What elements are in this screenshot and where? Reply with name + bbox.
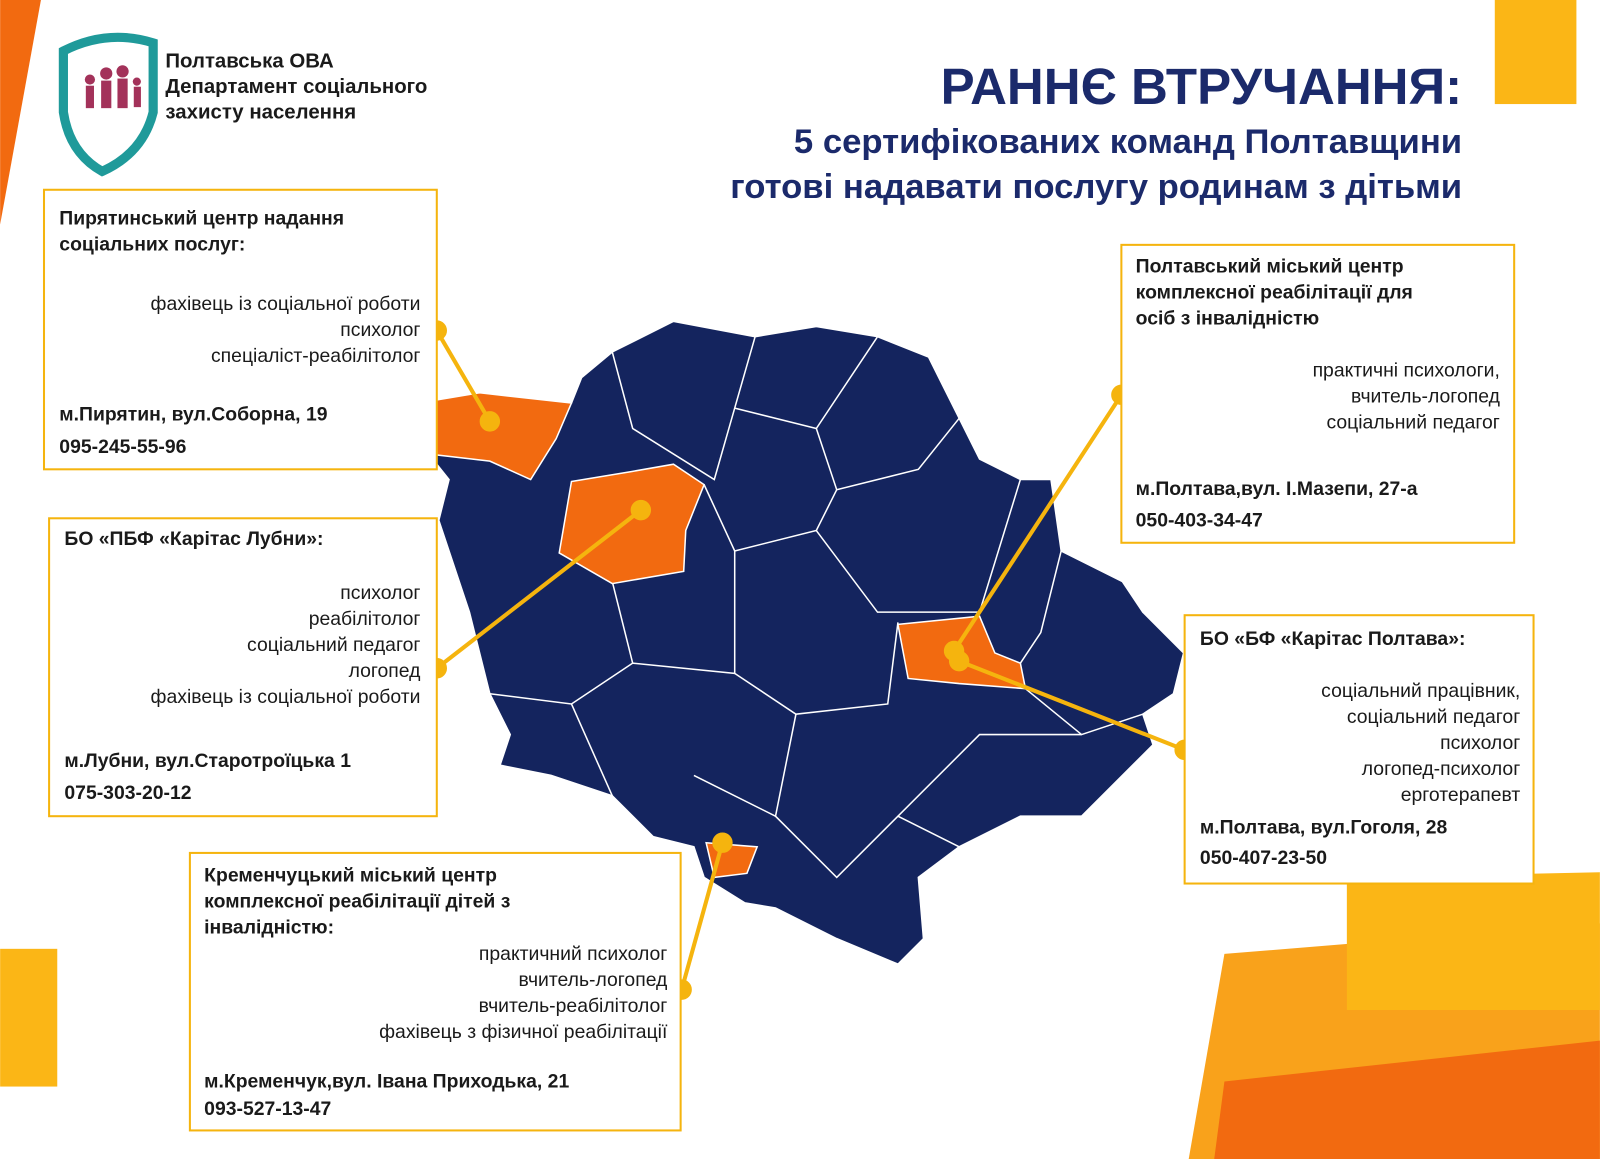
card-address: м.Кременчук,вул. Івана Приходька, 21 [204,1071,569,1093]
card-role: вчитель-логопед [519,969,668,991]
card-phone: 093-527-13-47 [204,1098,331,1120]
corner-decoration [0,948,58,1087]
card-title-line: осіб з інвалідністю [1136,307,1320,329]
card-role: ерготерапевт [1401,784,1521,806]
service-card: Кременчуцький міський центр комплексної р… [188,851,682,1132]
card-role: логопед [349,660,421,682]
card-role: соціальний педагог [247,634,420,656]
service-cards: Пирятинський центр надання соціальних пос… [42,188,1535,1132]
corner-decoration [1494,0,1577,105]
org-line: Полтавська ОВА [165,50,334,72]
corner-decoration [0,0,41,225]
card-role: логопед-психолог [1362,758,1521,780]
card-address: м.Лубни, вул.Старотроїцька 1 [64,750,351,772]
card-phone: 050-407-23-50 [1200,847,1327,869]
card-role: соціальний педагог [1326,412,1499,434]
card-phone: 075-303-20-12 [64,782,191,804]
card-box [1183,614,1535,885]
card-title-line: Кременчуцький міський центр [204,864,497,886]
logo-shield [58,32,158,177]
service-card: БО «ПБФ «Карітас Лубни»: психолог реабіліт… [48,517,438,818]
card-role: фахівець із соціальної роботи [151,293,421,315]
card-role: спеціаліст-реабілітолог [211,345,420,367]
card-box [42,188,438,471]
org-line: Департамент соціального [165,76,427,98]
card-title-line: Полтавський міський центр [1136,255,1404,277]
card-phone: 095-245-55-96 [59,436,186,458]
district-borders [489,336,1144,879]
card-role: соціальний педагог [1347,706,1520,728]
card-role: психолог [340,319,420,341]
card-role: соціальний працівник, [1321,680,1520,702]
highlighted-district [558,463,706,585]
card-role: практичний психолог [479,943,667,965]
service-card: БО «БФ «Карітас Полтава»: соціальний прац… [1183,614,1535,885]
card-box [48,517,438,818]
card-title-line: БО «БФ «Карітас Полтава»: [1200,628,1466,650]
card-role: психолог [1440,732,1520,754]
subtitle-line: 5 сертифікованих команд Полтавщини [794,123,1462,161]
card-role: вчитель-реабілітолог [479,995,668,1017]
card-address: м.Пирятин, вул.Соборна, 19 [59,403,327,425]
card-box [1120,243,1516,544]
card-role: вчитель-логопед [1351,385,1500,407]
card-role: психолог [340,582,420,604]
card-title-line: комплексної реабілітації для [1136,281,1413,303]
card-role: практичні психологи, [1313,359,1500,381]
card-title-line: комплексної реабілітації дітей з [204,891,510,913]
card-title-line: Пирятинський центр надання [59,207,344,229]
service-card: Пирятинський центр надання соціальних пос… [42,188,438,471]
service-card: Полтавський міський центр комплексної реа… [1120,243,1516,544]
org-line: захисту населення [165,101,356,123]
card-role: реабілітолог [309,608,421,630]
card-box [188,851,682,1132]
card-title-line: інвалідністю: [204,917,334,939]
logo-figures [84,65,141,109]
card-role: фахівець із соціальної роботи [151,686,421,708]
card-title-line: БО «ПБФ «Карітас Лубни»: [64,528,323,550]
card-role: фахівець з фізичної реабілітації [379,1021,668,1043]
corner-decoration [1346,872,1600,1011]
card-address: м.Полтава,вул. І.Мазепи, 27-а [1136,478,1418,500]
region-map [412,320,1185,966]
card-phone: 050-403-34-47 [1136,509,1263,531]
subtitle-line: готові надавати послугу родинам з дітьми [730,168,1462,206]
card-address: м.Полтава, вул.Гоголя, 28 [1200,817,1448,839]
corner-decoration [1214,1040,1600,1159]
card-title-line: соціальних послуг: [59,233,245,255]
title: РАННЄ ВТРУЧАННЯ: [941,58,1463,115]
